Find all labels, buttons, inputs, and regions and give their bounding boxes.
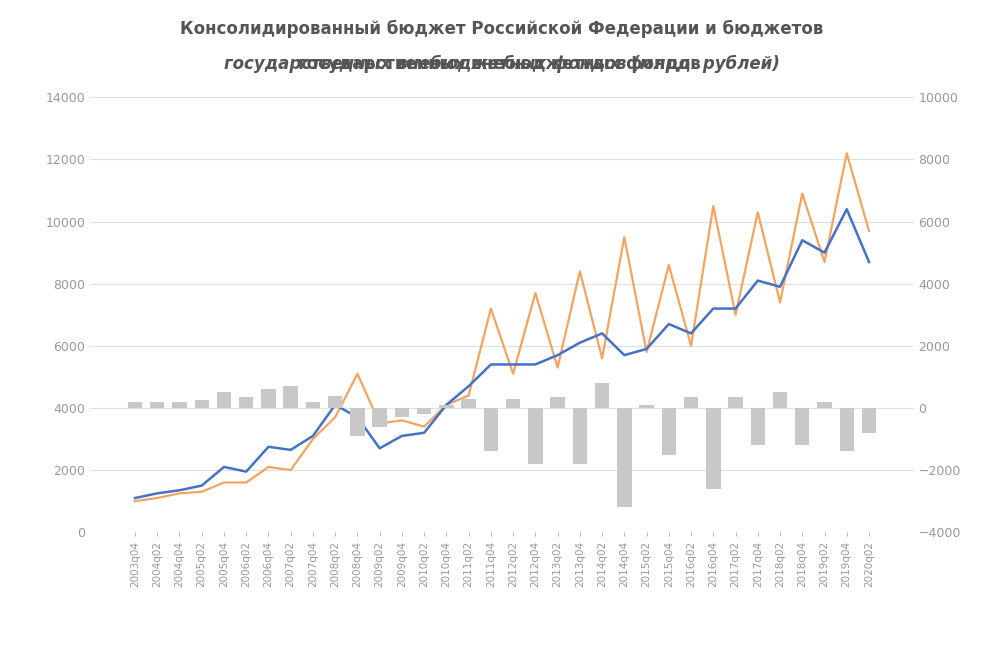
Bar — [861, 408, 876, 433]
Bar — [572, 408, 587, 464]
Bar — [661, 408, 675, 454]
Bar — [772, 393, 786, 408]
Bar — [750, 408, 764, 445]
Bar — [372, 408, 386, 426]
Bar — [816, 402, 830, 408]
Bar — [394, 408, 409, 417]
Bar — [639, 405, 653, 408]
Bar — [483, 408, 497, 452]
Bar — [461, 398, 475, 408]
Bar — [705, 408, 720, 489]
Bar — [416, 408, 431, 414]
Bar — [617, 408, 631, 508]
Bar — [727, 397, 742, 408]
Bar — [149, 402, 164, 408]
Bar — [328, 395, 342, 408]
Bar — [283, 386, 298, 408]
Bar — [239, 397, 253, 408]
Bar — [195, 400, 209, 408]
Bar — [305, 402, 320, 408]
Bar — [550, 397, 565, 408]
Text: государственных внебюджетных фондов (млрд. рублей): государственных внебюджетных фондов (млр… — [224, 55, 779, 73]
Bar — [173, 402, 187, 408]
Bar — [528, 408, 542, 464]
Bar — [350, 408, 364, 436]
Bar — [683, 397, 698, 408]
Bar — [794, 408, 808, 445]
Text: государственных внебюджетных фондов: государственных внебюджетных фондов — [298, 55, 705, 73]
Bar — [217, 393, 231, 408]
Bar — [506, 398, 520, 408]
Bar — [438, 405, 453, 408]
Bar — [127, 402, 142, 408]
Bar — [594, 383, 609, 408]
Bar — [839, 408, 854, 452]
Bar — [261, 389, 276, 408]
Text: Консолидированный бюджет Российской Федерации и бюджетов: Консолидированный бюджет Российской Феде… — [181, 19, 822, 38]
